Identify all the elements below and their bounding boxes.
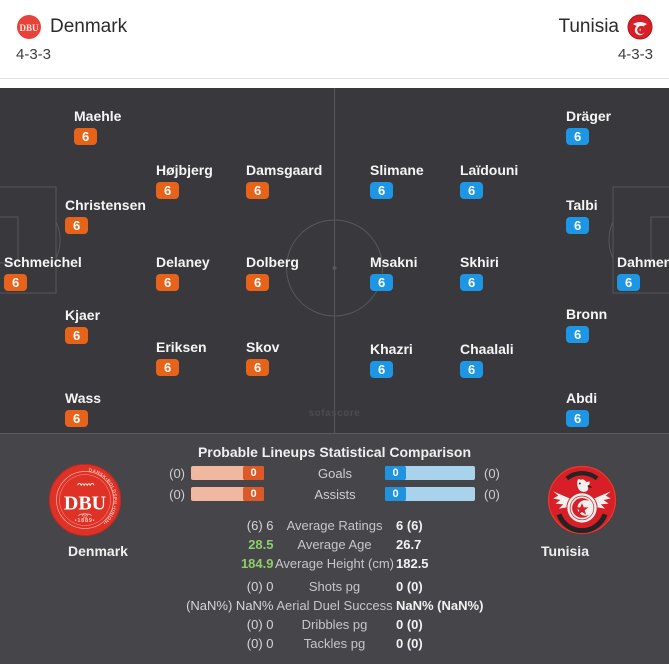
svg-text:DBU: DBU	[64, 493, 106, 515]
svg-text:DBU: DBU	[19, 23, 39, 33]
